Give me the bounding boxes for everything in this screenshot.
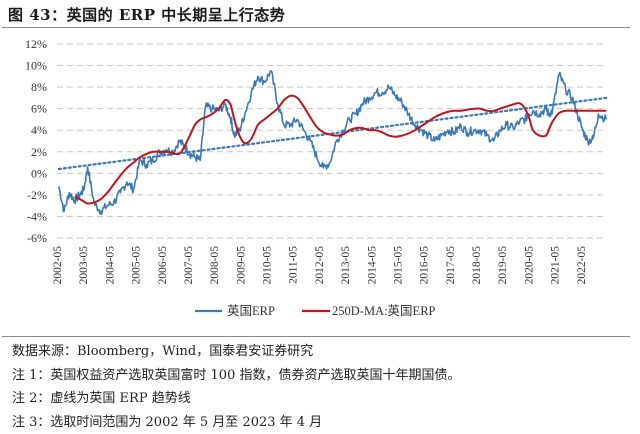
y-tick-label: -4% — [27, 209, 47, 223]
figure-title: 图 43：英国的 ERP 中长期呈上行态势 — [8, 4, 285, 25]
x-tick-label: 2014-05 — [366, 246, 378, 285]
y-tick-label: -6% — [27, 231, 47, 245]
x-tick-label: 2019-05 — [497, 246, 509, 285]
x-tick-label: 2004-05 — [104, 246, 116, 285]
note-3: 注 3：选取时间范围为 2002 年 5 月至 2023 年 4 月 — [12, 411, 460, 434]
x-tick-label: 2005-05 — [131, 246, 143, 285]
x-tick-label: 2022-05 — [576, 246, 588, 285]
x-tick-label: 2012-05 — [314, 246, 326, 285]
y-tick-label: 6% — [31, 102, 47, 116]
x-tick-label: 2021-05 — [550, 246, 562, 285]
x-tick-label: 2011-05 — [288, 246, 300, 284]
x-tick-label: 2009-05 — [235, 246, 247, 285]
x-axis-labels: 2002-05 2003-05 2004-05 2005-05 2006-05 2007-… — [52, 246, 588, 285]
y-tick-label: 4% — [31, 123, 47, 137]
x-tick-label: 2015-05 — [392, 246, 404, 285]
title-divider — [2, 27, 630, 28]
gridlines — [57, 44, 607, 238]
y-tick-label: -2% — [27, 188, 47, 202]
x-tick-label: 2006-05 — [157, 246, 169, 285]
data-source: 数据来源：Bloomberg，Wind，国泰君安证券研究 — [12, 340, 460, 364]
y-tick-label: 8% — [31, 80, 47, 94]
y-tick-label: 10% — [25, 59, 47, 73]
y-tick-label: 0% — [31, 166, 47, 180]
notes-divider — [2, 336, 630, 337]
y-axis-labels: 12% 10% 8% 6% 4% 2% 0% -2% -4% -6% — [25, 37, 47, 245]
legend-ma-label: 250D-MA:英国ERP — [332, 304, 436, 318]
x-tick-label: 2016-05 — [419, 246, 431, 285]
x-tick-label: 2018-05 — [471, 246, 483, 285]
figure-notes: 数据来源：Bloomberg，Wind，国泰君安证券研究 注 1：英国权益资产选… — [12, 340, 460, 434]
ma-series-line — [75, 96, 607, 204]
x-tick-label: 2010-05 — [262, 246, 274, 285]
x-tick-label: 2020-05 — [523, 246, 535, 285]
x-tick-label: 2007-05 — [183, 246, 195, 285]
note-1: 注 1：英国权益资产选取英国富时 100 指数，债券资产选取英国十年期国债。 — [12, 364, 460, 388]
series-lines — [59, 71, 606, 214]
y-tick-label: 2% — [31, 145, 47, 159]
x-tick-label: 2013-05 — [340, 246, 352, 285]
legend-erp-label: 英国ERP — [227, 304, 275, 318]
note-2: 注 2：虚线为英国 ERP 趋势线 — [12, 387, 460, 411]
erp-series-line — [59, 71, 606, 214]
chart-legend: 英国ERP 250D-MA:英国ERP — [195, 304, 436, 318]
x-tick-label: 2017-05 — [445, 246, 457, 285]
x-tick-label: 2003-05 — [78, 246, 90, 285]
erp-line-chart: 12% 10% 8% 6% 4% 2% 0% -2% -4% -6% 2002-05 2003-05… — [0, 30, 640, 330]
x-tick-label: 2002-05 — [52, 246, 64, 285]
x-tick-label: 2008-05 — [209, 246, 221, 285]
chart-canvas: 12% 10% 8% 6% 4% 2% 0% -2% -4% -6% 2002-05 2003-05… — [0, 30, 640, 330]
y-tick-label: 12% — [25, 37, 47, 51]
